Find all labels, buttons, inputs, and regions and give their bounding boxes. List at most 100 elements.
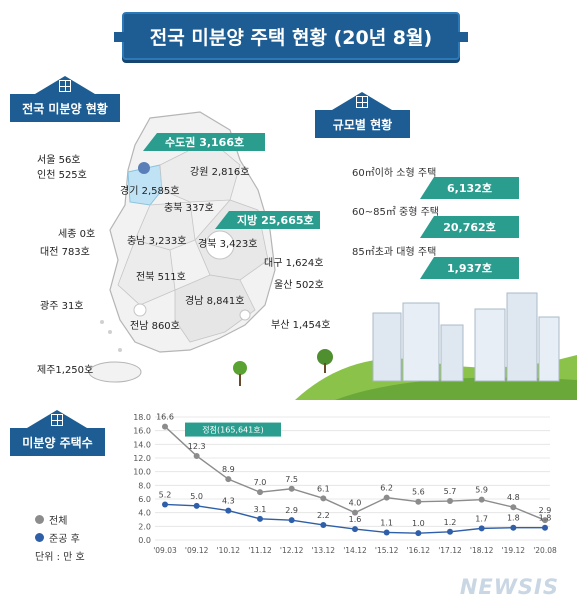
size-medium-label: 60~85㎡ 중형 주택 (352, 207, 439, 218)
data-point (510, 504, 517, 511)
region-gangwon: 강원 2,816호 (190, 167, 250, 178)
region-sejong: 세종 0호 (58, 229, 96, 240)
count-section-header: 미분양 주택수 (10, 410, 105, 456)
x-tick-label: '14.12 (343, 546, 367, 555)
region-ulsan: 울산 502호 (274, 280, 324, 291)
data-label: 7.5 (285, 475, 298, 484)
gyeongnam-shape (174, 274, 256, 343)
data-point (193, 452, 200, 459)
y-tick-label: 2.0 (138, 522, 151, 531)
legend-completed-dot (35, 533, 44, 542)
size-small-value: 6,132호 (420, 177, 519, 199)
region-daegu: 대구 1,624호 (264, 258, 324, 269)
data-point (352, 509, 358, 516)
data-label: 2.9 (285, 506, 298, 515)
x-tick-label: '20.08 (533, 546, 557, 555)
capital-area-tag: 수도권 3,166호 (143, 133, 265, 151)
y-tick-label: 14.0 (133, 440, 151, 449)
data-point (415, 498, 422, 505)
data-label: 5.6 (412, 488, 425, 497)
x-tick-label: '15.12 (375, 546, 399, 555)
region-gyeonggi: 경기 2,585호 (120, 186, 180, 197)
region-chungnam: 충남 3,233호 (127, 236, 187, 247)
capital-area-shape (127, 164, 163, 206)
legend-total-label: 전체 (49, 516, 68, 527)
data-label: 1.8 (507, 514, 520, 523)
seoul-marker (138, 162, 150, 174)
house-icon (356, 96, 368, 108)
data-point (478, 496, 485, 503)
data-point (415, 530, 422, 537)
data-label: 4.0 (349, 499, 362, 508)
peak-label: 정점(165,641호) (202, 425, 263, 435)
region-jeonbuk: 전북 511호 (136, 272, 186, 283)
data-label: 6.2 (380, 484, 393, 493)
data-label: 8.9 (222, 465, 235, 474)
legend-completed-label: 준공 후 (49, 534, 80, 545)
x-tick-label: '13.12 (312, 546, 336, 555)
region-incheon: 인천 525호 (37, 170, 87, 181)
data-label: 2.2 (317, 511, 330, 520)
data-point (288, 485, 295, 492)
region-chungbuk: 충북 337호 (164, 203, 214, 214)
jeju-shape (88, 361, 142, 383)
data-point (383, 529, 390, 536)
data-point (257, 489, 263, 496)
hill-front-shape (335, 377, 577, 400)
data-point (162, 423, 168, 430)
size-small-label: 60㎡이하 소형 주택 (352, 168, 437, 179)
data-label: 16.6 (156, 413, 174, 422)
y-tick-label: 18.0 (133, 413, 151, 422)
y-tick-label: 10.0 (133, 468, 151, 477)
data-point (225, 507, 232, 514)
data-label: 1.7 (475, 514, 488, 523)
x-tick-label: '10.12 (217, 546, 241, 555)
region-gwangju: 광주 31호 (40, 301, 84, 312)
data-point (542, 517, 548, 524)
busan-shape (239, 309, 251, 321)
data-point (383, 494, 390, 501)
data-point (288, 517, 295, 524)
data-point (510, 524, 517, 531)
jeolla-shape (117, 239, 176, 306)
house-icon (51, 414, 63, 426)
region-gyeongnam: 경남 8,841호 (185, 296, 245, 307)
y-axis-ticks: 0.0 2.0 4.0 6.0 8.0 10.0 12.0 14.0 16.0 18.0 (133, 413, 151, 545)
tree-shape (317, 349, 333, 365)
buildings-scene (295, 292, 577, 400)
legend-completed: 준공 후 (35, 530, 80, 545)
building-shape (402, 302, 440, 382)
chart-series: 16.6 12.3 8.9 7.0 7.5 6.1 4.0 6.2 5.6 5.7 5.9 4.8 2.… (156, 413, 551, 537)
house-icon (59, 80, 71, 92)
data-point (257, 515, 263, 522)
data-label: 5.0 (190, 492, 203, 501)
data-label: 12.3 (188, 442, 206, 451)
national-section-header: 전국 미분양 현황 (10, 76, 120, 122)
region-daejeon: 대전 783호 (40, 247, 90, 258)
x-tick-label: '11.12 (248, 546, 272, 555)
y-tick-label: 0.0 (138, 536, 151, 545)
region-busan: 부산 1,454호 (271, 320, 331, 331)
size-section-header: 규모별 현황 (315, 92, 410, 138)
data-label: 1.2 (444, 518, 457, 527)
region-jeonnam: 전남 860호 (130, 321, 180, 332)
x-axis-ticks: '09.03 '09.12 '10.12 '11.12 '12.12 '13.12 '14.… (153, 546, 557, 555)
data-label: 4.3 (222, 497, 235, 506)
data-label: 4.8 (507, 493, 520, 502)
national-section-tab: 전국 미분양 현황 (10, 94, 120, 122)
data-label: 3.1 (254, 505, 267, 514)
data-point (225, 476, 232, 483)
size-large-value: 1,937호 (420, 257, 519, 279)
building-shape (538, 316, 560, 382)
building-shape (372, 312, 402, 382)
building-shape (440, 324, 464, 382)
size-medium-value: 20,762호 (420, 216, 519, 238)
data-label: 1.1 (380, 518, 393, 527)
data-point (162, 501, 168, 508)
gwangju-shape (133, 303, 147, 317)
line-chart: 0.0 2.0 4.0 6.0 8.0 10.0 12.0 14.0 16.0 18.0 '09.… (133, 413, 557, 555)
peak-badge (185, 422, 281, 437)
size-section-tab: 규모별 현황 (315, 110, 410, 138)
x-tick-label: '12.12 (280, 546, 304, 555)
y-tick-label: 8.0 (138, 481, 151, 490)
